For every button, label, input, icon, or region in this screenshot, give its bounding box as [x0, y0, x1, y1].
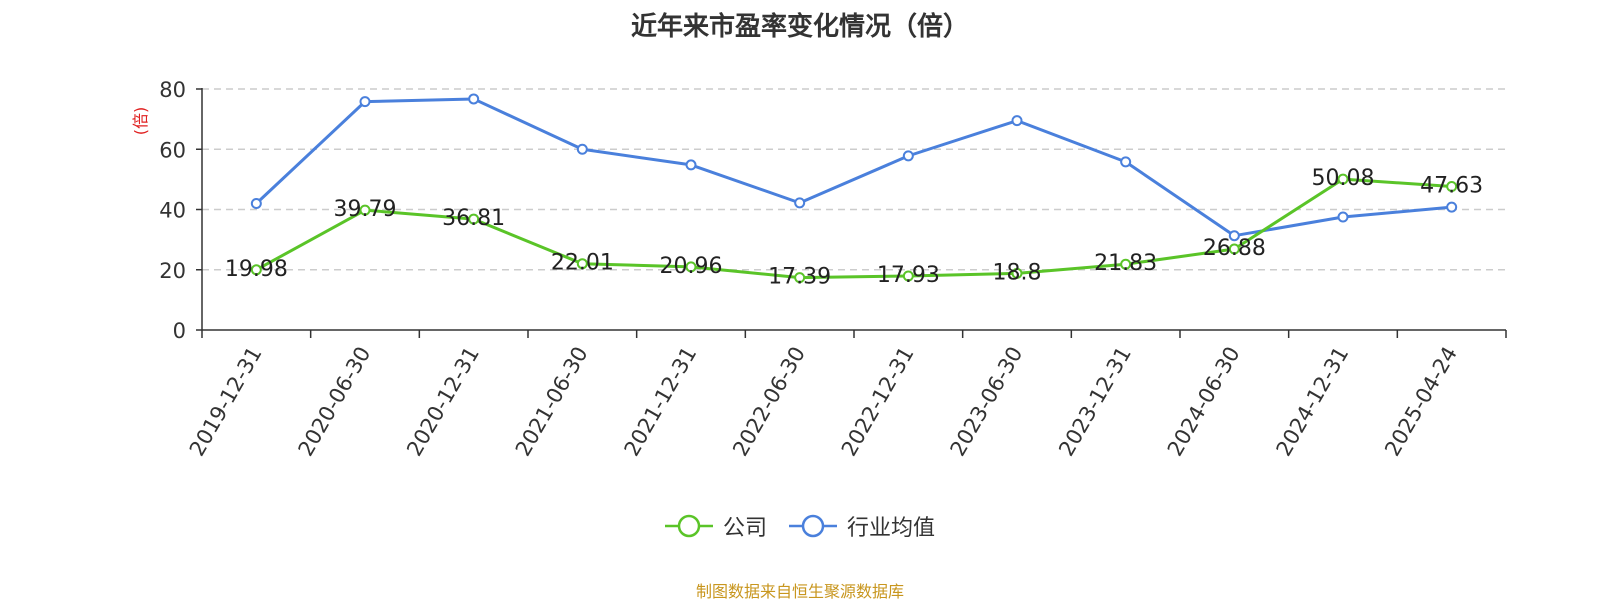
chart-title: 近年来市盈率变化情况（倍）: [630, 12, 969, 42]
data-label-company: 21.83: [1094, 251, 1157, 276]
series-point-company[interactable]: [1120, 258, 1132, 270]
series-point-industry[interactable]: [359, 96, 371, 108]
series-point-industry[interactable]: [576, 143, 588, 155]
legend-company-marker-icon: [664, 514, 713, 538]
x-tick-label: 2019-12-31: [185, 343, 267, 461]
series-point-industry[interactable]: [250, 197, 262, 209]
x-tick-label: 2023-12-31: [1054, 343, 1136, 461]
data-label-company: 50.08: [1312, 166, 1375, 191]
data-label-company: 18.8: [993, 260, 1042, 285]
data-label-company: 26.88: [1203, 236, 1266, 261]
series-point-company[interactable]: [1228, 243, 1240, 255]
series-point-company[interactable]: [794, 272, 806, 284]
label-layer: 19.98 39.79 36.81 22.01 20.96 17.39 17.93 18.8 2…: [225, 166, 1483, 289]
data-label-company: 20.96: [660, 254, 723, 279]
series-point-industry[interactable]: [1011, 115, 1023, 127]
data-label-company: 36.81: [442, 206, 505, 231]
y-tick-label: 0: [173, 319, 186, 343]
y-tick-label: 40: [159, 199, 186, 223]
series-point-company[interactable]: [685, 261, 697, 273]
series-point-company[interactable]: [250, 264, 262, 276]
series-line-company: [255, 177, 1452, 280]
series-point-industry[interactable]: [1228, 230, 1240, 242]
x-tick-label: 2020-12-31: [402, 342, 484, 460]
x-tick-label: 2024-06-30: [1163, 343, 1245, 461]
series-point-company[interactable]: [1011, 267, 1023, 279]
y-tick-label: 20: [159, 259, 186, 283]
data-label-company: 22.01: [551, 251, 614, 276]
legend-industry-label: 行业均值: [847, 516, 936, 541]
data-label-company: 19.98: [225, 257, 288, 282]
series-point-company[interactable]: [902, 270, 914, 282]
x-tick-label: 2025-04-24: [1380, 343, 1462, 461]
x-tick-label: 2020-06-30: [294, 343, 376, 461]
x-tick-label: 2021-06-30: [511, 343, 593, 461]
x-tick-label: 2023-06-30: [946, 343, 1028, 461]
series-point-company[interactable]: [576, 258, 588, 270]
data-label-company: 39.79: [334, 197, 397, 222]
series-point-industry[interactable]: [468, 93, 480, 105]
y-tick-label: 60: [159, 138, 186, 162]
series-point-industry[interactable]: [1446, 201, 1458, 213]
source-footnote: 制图数据来自恒生聚源数据库: [695, 582, 904, 601]
series-point-industry[interactable]: [902, 150, 914, 162]
y-axis-title: (倍): [131, 107, 150, 136]
grid-layer: [202, 88, 1506, 271]
x-tick-label: 2021-12-31: [620, 343, 702, 461]
series-point-industry[interactable]: [1120, 156, 1132, 168]
legend-item-company[interactable]: 公司: [664, 510, 767, 542]
y-tick-label: 80: [159, 78, 186, 102]
series-point-industry[interactable]: [685, 159, 697, 171]
series-point-company[interactable]: [359, 204, 371, 216]
series-line-industry: [255, 97, 1452, 238]
legend-company-label: 公司: [722, 516, 767, 541]
series-point-industry[interactable]: [794, 197, 806, 209]
chart-plot: 0 20 40 60 80 (倍) 2019-12-31 2020-06-30 2020-12-…: [131, 78, 1507, 461]
legend-industry-marker-icon: [789, 514, 837, 538]
x-tick-label: 2022-12-31: [837, 342, 919, 460]
series-point-industry[interactable]: [1337, 211, 1349, 223]
series-layer: [250, 93, 1458, 284]
series-point-company[interactable]: [468, 213, 480, 225]
x-tick-label: 2024-12-31: [1272, 343, 1354, 461]
series-point-company[interactable]: [1337, 173, 1349, 185]
data-label-company: 47.63: [1420, 174, 1483, 199]
data-label-company: 17.39: [768, 265, 831, 290]
data-label-company: 17.93: [877, 263, 940, 288]
legend: 公司 行业均值: [0, 510, 1600, 542]
legend-item-industry[interactable]: 行业均值: [789, 510, 935, 542]
x-tick-label: 2022-06-30: [728, 343, 810, 461]
series-point-company[interactable]: [1446, 181, 1458, 193]
